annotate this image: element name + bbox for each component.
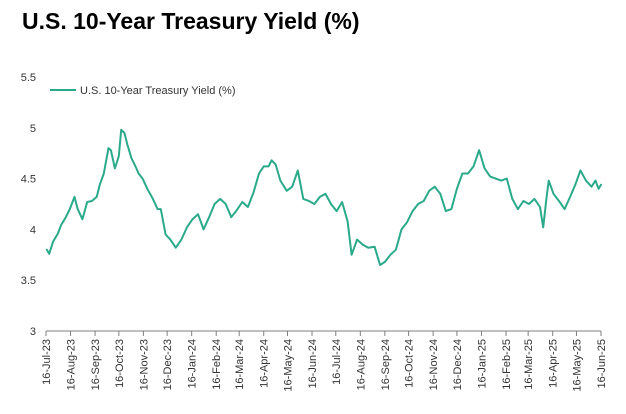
x-tick-label: 16-Oct-23 — [114, 339, 126, 388]
y-axis: 3 3.5 4 4.5 5 5.5 — [21, 72, 36, 338]
x-tick-label: 16-Jan-24 — [187, 339, 199, 389]
x-tick-label: 16-Mar-24 — [234, 339, 246, 390]
x-tick-label: 16-Feb-24 — [211, 339, 223, 390]
x-tick-label: 16-Apr-24 — [259, 339, 271, 388]
y-tick-label: 3 — [30, 326, 36, 338]
x-tick-label: 16-Jul-23 — [41, 339, 53, 385]
y-tick-label: 5.5 — [21, 72, 36, 84]
x-tick-label: 16-Aug-23 — [66, 339, 78, 390]
x-tick-label: 16-Aug-24 — [355, 339, 367, 390]
legend: U.S. 10-Year Treasury Yield (%) — [50, 85, 236, 97]
x-tick-label: 16-May-25 — [571, 339, 583, 392]
x-tick-label: 16-Dec-24 — [452, 339, 464, 390]
series-line — [45, 128, 602, 266]
series-layer — [45, 128, 602, 266]
x-tick-label: 16-Jul-24 — [331, 339, 343, 385]
x-tick-label: 16-Mar-25 — [523, 339, 535, 390]
y-tick-label: 4 — [30, 224, 36, 236]
x-tick-label: 16-Nov-24 — [428, 339, 440, 390]
y-tick-label: 4.5 — [21, 174, 36, 186]
x-tick-label: 16-Jan-25 — [476, 339, 488, 389]
legend-label: U.S. 10-Year Treasury Yield (%) — [80, 85, 236, 97]
x-tick-label: 16-Sep-23 — [90, 339, 102, 390]
y-tick-label: 5 — [30, 123, 36, 135]
x-tick-label: 16-Apr-25 — [548, 339, 560, 388]
x-tick-label: 16-Dec-23 — [162, 339, 174, 390]
x-tick-label: 16-Jun-24 — [307, 339, 319, 389]
x-tick-label: 16-Jun-25 — [596, 339, 608, 389]
x-axis: 16-Jul-23 16-Aug-23 16-Sep-23 16-Oct-23 16-N… — [41, 330, 608, 392]
y-tick-label: 3.5 — [21, 275, 36, 287]
x-tick-label: 16-Feb-25 — [501, 339, 513, 390]
x-tick-label: 16-Nov-23 — [138, 339, 150, 390]
x-tick-label: 16-May-24 — [282, 339, 294, 392]
x-tick-label: 16-Sep-24 — [380, 339, 392, 390]
chart-title: U.S. 10-Year Treasury Yield (%) — [22, 8, 360, 34]
x-tick-label: 16-Oct-24 — [404, 339, 416, 388]
